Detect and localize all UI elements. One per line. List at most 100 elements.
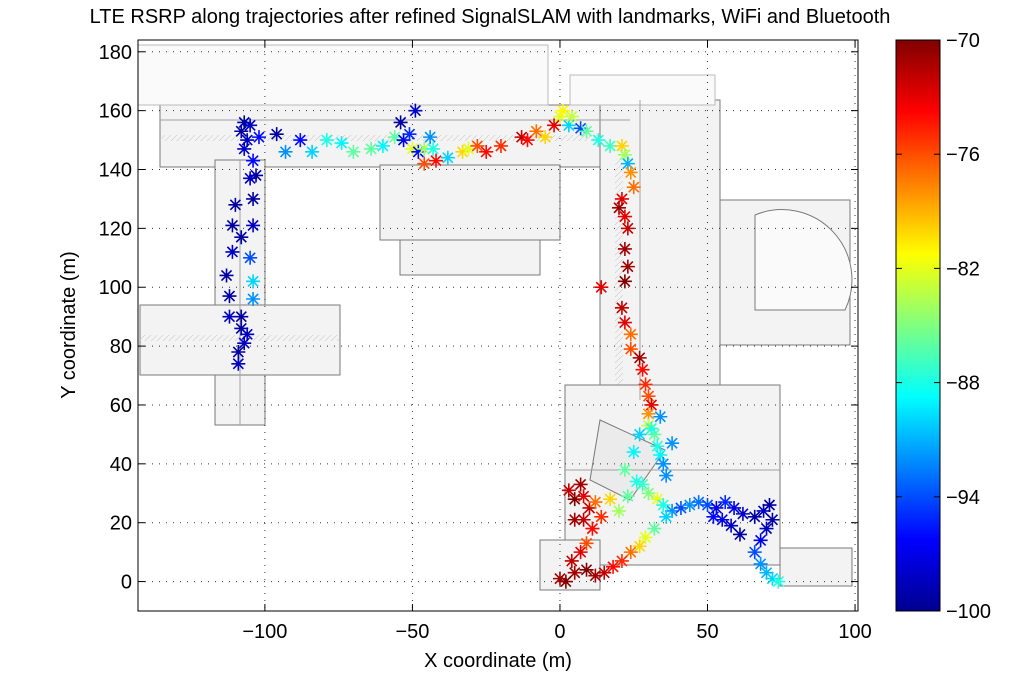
data-point — [647, 521, 662, 536]
data-point — [225, 218, 240, 233]
data-point — [614, 138, 629, 153]
data-point — [603, 492, 618, 507]
data-point — [623, 327, 638, 342]
data-point — [620, 156, 635, 171]
data-point — [246, 292, 261, 307]
data-point — [665, 436, 680, 451]
markers — [219, 103, 786, 589]
data-point — [440, 150, 455, 165]
grid — [138, 40, 858, 611]
data-point — [656, 498, 671, 513]
data-point — [225, 244, 240, 259]
data-point — [552, 571, 567, 586]
data-point — [614, 191, 629, 206]
data-point — [514, 130, 529, 145]
colorbar-tick-label: −82 — [946, 258, 980, 280]
data-point — [594, 280, 609, 295]
data-point — [222, 309, 237, 324]
colorbar-tick-label: −88 — [946, 373, 980, 395]
plot-frame — [137, 39, 859, 612]
data-point — [246, 274, 261, 289]
data-point — [561, 118, 576, 133]
data-point — [579, 124, 594, 139]
data-point — [582, 500, 597, 515]
data-point — [771, 574, 786, 589]
data-point — [228, 197, 243, 212]
data-point — [732, 527, 747, 542]
data-point — [617, 147, 632, 162]
data-point — [417, 156, 432, 171]
data-point — [429, 153, 444, 168]
data-point — [251, 130, 266, 145]
data-point — [650, 439, 665, 454]
data-point — [594, 509, 609, 524]
data-point — [479, 144, 494, 159]
colorbar-gradient — [895, 39, 941, 612]
data-point — [718, 495, 733, 510]
data-point — [603, 138, 618, 153]
x-tick-label: 50 — [696, 621, 718, 643]
colorbar-tick-label: −76 — [946, 144, 980, 166]
data-point — [249, 168, 264, 183]
data-point — [461, 141, 476, 156]
data-point — [611, 200, 626, 215]
data-point — [591, 133, 606, 148]
data-point — [753, 556, 768, 571]
data-point — [614, 553, 629, 568]
data-point — [756, 503, 771, 518]
data-point — [405, 141, 420, 156]
data-point — [269, 127, 284, 142]
data-point — [759, 565, 774, 580]
data-point — [727, 500, 742, 515]
data-point — [455, 144, 470, 159]
colorbar-tick-label: −94 — [946, 487, 980, 509]
data-point — [234, 321, 249, 336]
data-point — [237, 336, 252, 351]
data-point — [520, 133, 535, 148]
data-point — [617, 209, 632, 224]
x-tick-labels: −100 −50 0 50 100 — [242, 621, 871, 643]
data-point — [579, 562, 594, 577]
data-point — [597, 565, 612, 580]
data-point — [585, 521, 600, 536]
data-point — [411, 144, 426, 159]
data-point — [417, 141, 432, 156]
data-point — [735, 506, 750, 521]
data-point — [626, 445, 641, 460]
data-point — [759, 521, 774, 536]
data-point — [222, 289, 237, 304]
data-point — [700, 498, 715, 513]
data-point — [573, 121, 588, 136]
data-point — [393, 115, 408, 130]
data-point — [620, 489, 635, 504]
data-point — [219, 268, 234, 283]
data-point — [620, 259, 635, 274]
data-point — [564, 553, 579, 568]
data-point — [375, 138, 390, 153]
data-point — [765, 571, 780, 586]
x-tick-label: 0 — [554, 621, 565, 643]
data-point — [240, 133, 255, 148]
data-point — [529, 124, 544, 139]
data-point — [715, 512, 730, 527]
y-tick-label: 180 — [99, 42, 132, 64]
data-point — [647, 427, 662, 442]
data-point — [346, 144, 361, 159]
y-tick-label: 60 — [110, 395, 132, 417]
data-point — [231, 356, 246, 371]
data-point — [243, 118, 258, 133]
data-point — [319, 133, 334, 148]
data-point — [576, 512, 591, 527]
data-point — [632, 427, 647, 442]
data-point — [638, 377, 653, 392]
data-point — [635, 477, 650, 492]
data-point — [573, 477, 588, 492]
data-point — [240, 327, 255, 342]
data-point — [237, 141, 252, 156]
data-point — [606, 559, 621, 574]
data-point — [246, 218, 261, 233]
data-point — [747, 545, 762, 560]
data-point — [659, 468, 674, 483]
data-point — [387, 130, 402, 145]
